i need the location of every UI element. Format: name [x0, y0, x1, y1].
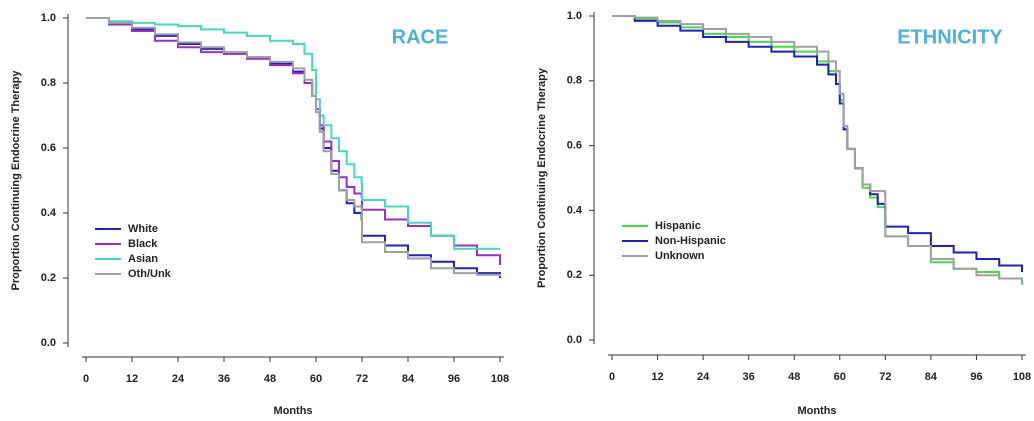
y-tick-label: 0.0 [567, 334, 582, 346]
y-tick-label: 1.0 [41, 12, 56, 24]
y-tick-label: 0.6 [41, 142, 56, 154]
chart-title: RACE [392, 26, 449, 48]
y-tick-label: 0.2 [567, 269, 582, 281]
x-tick-label: 60 [834, 371, 846, 383]
legend-label: Hispanic [655, 220, 701, 232]
x-tick-label: 0 [609, 371, 615, 383]
y-axis-label: Proportion Continuing Endocrine Therapy [10, 70, 22, 291]
survival-curve [612, 15, 1023, 282]
legend-label: Asian [128, 253, 158, 265]
x-tick-label: 24 [172, 373, 185, 385]
x-tick-label: 96 [448, 373, 460, 385]
x-tick-label: 72 [879, 371, 891, 383]
x-tick-label: 12 [651, 371, 663, 383]
x-tick-label: 0 [83, 373, 89, 385]
x-tick-label: 48 [264, 373, 276, 385]
y-tick-label: 1.0 [567, 10, 582, 22]
x-tick-label: 108 [491, 373, 509, 385]
survival-curve [86, 17, 500, 250]
x-tick-label: 12 [126, 373, 138, 385]
legend-label: Oth/Unk [128, 268, 172, 280]
x-tick-label: 60 [310, 373, 322, 385]
x-tick-label: 72 [356, 373, 368, 385]
x-tick-label: 84 [402, 373, 415, 385]
y-tick-label: 0.0 [41, 337, 56, 349]
x-axis-label: Months [797, 405, 836, 417]
x-tick-label: 36 [743, 371, 755, 383]
y-tick-label: 0.2 [41, 272, 56, 284]
survival-curve [612, 15, 1023, 272]
y-tick-label: 0.6 [567, 140, 582, 152]
survival-curve [86, 17, 501, 277]
y-tick-label: 0.4 [41, 207, 57, 219]
x-tick-label: 84 [925, 371, 938, 383]
legend-label: Black [128, 238, 158, 250]
legend-label: Unknown [655, 250, 705, 262]
y-axis-label: Proportion Continuing Endocrine Therapy [536, 67, 548, 288]
y-tick-label: 0.8 [567, 75, 582, 87]
chart-title: ETHNICITY [897, 26, 1003, 48]
x-tick-label: 48 [788, 371, 800, 383]
x-tick-label: 36 [218, 373, 230, 385]
y-tick-label: 0.8 [41, 77, 56, 89]
x-tick-label: 108 [1013, 371, 1031, 383]
legend-label: White [128, 223, 158, 235]
legend-label: Non-Hispanic [655, 235, 726, 247]
x-tick-label: 24 [697, 371, 710, 383]
x-tick-label: 96 [970, 371, 982, 383]
y-tick-label: 0.4 [567, 204, 583, 216]
x-axis-label: Months [273, 405, 312, 417]
